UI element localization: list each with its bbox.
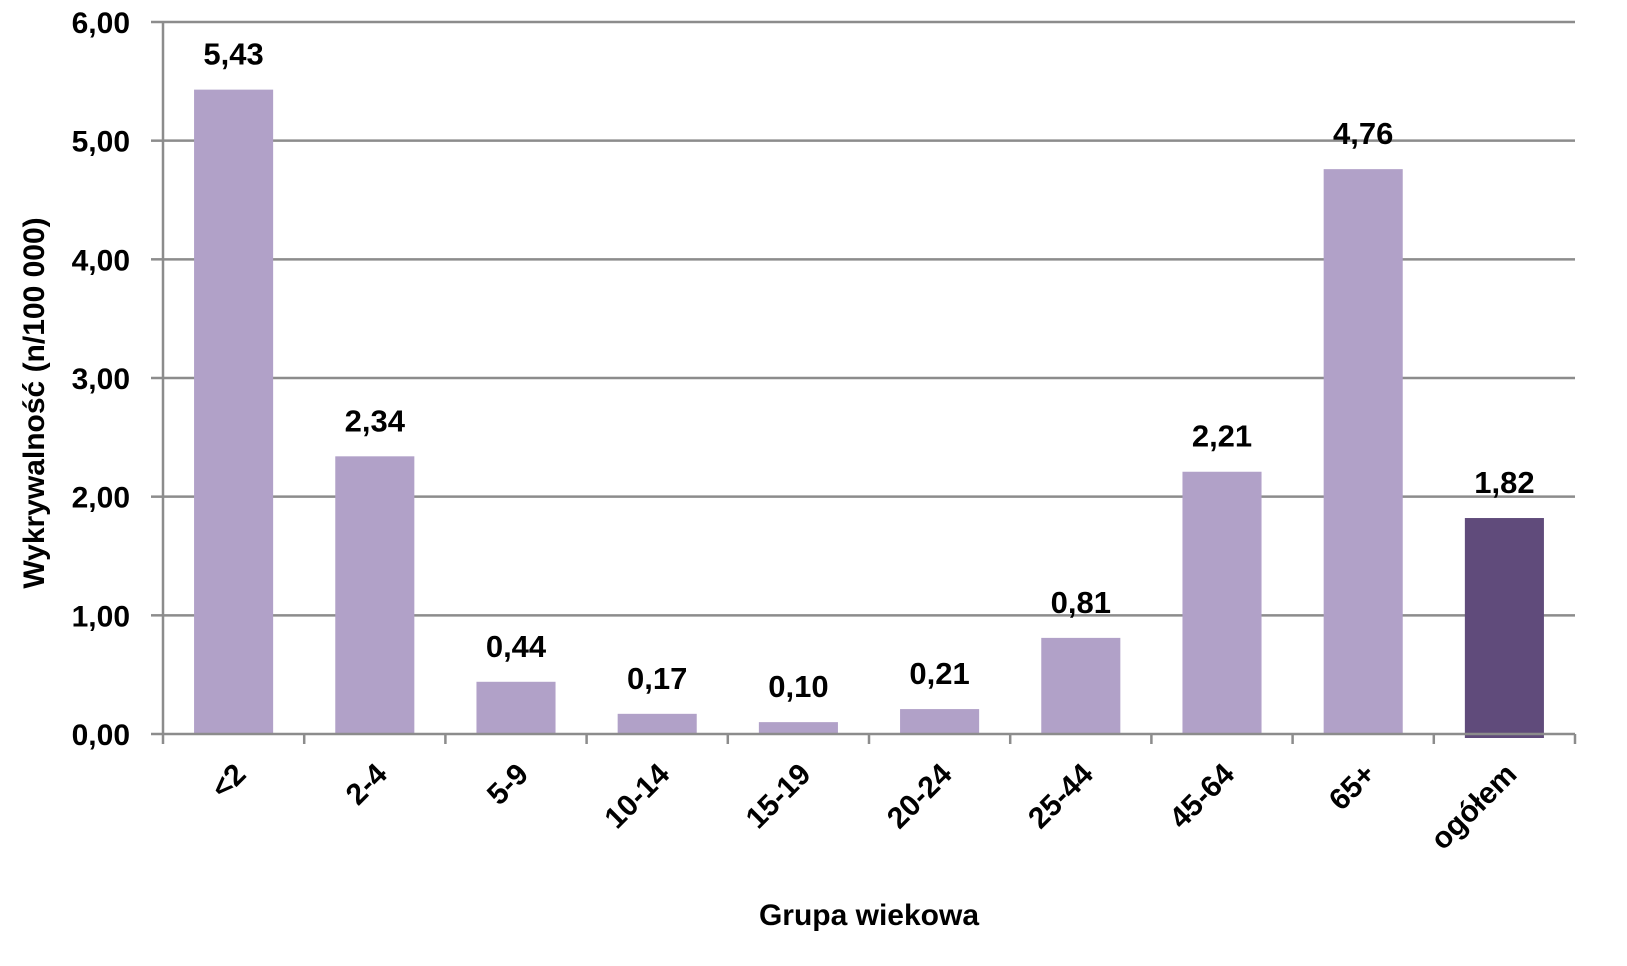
data-label: 0,17 [627, 661, 687, 696]
y-tick-label: 5,00 [72, 126, 130, 159]
bar-8 [1182, 471, 1262, 734]
x-tick-label: 2-4 [340, 757, 394, 811]
y-tick-label: 2,00 [72, 482, 130, 515]
bar-2 [335, 456, 415, 734]
x-tick-label: 65+ [1323, 758, 1382, 817]
x-tick-label: ogółem [1425, 758, 1524, 857]
y-axis-title: Wykrywalność (n/100 000) [18, 217, 51, 588]
data-label: 0,44 [486, 629, 547, 664]
x-tick-label: 45-64 [1163, 757, 1241, 835]
bar-9 [1323, 169, 1403, 734]
y-tick-label: 1,00 [72, 600, 130, 633]
data-label: 0,81 [1051, 585, 1111, 620]
y-tick-label: 3,00 [72, 363, 130, 396]
data-label: 5,43 [203, 37, 263, 72]
data-label: 2,21 [1192, 419, 1252, 454]
data-label: 0,10 [768, 669, 828, 704]
x-tick-label: <2 [205, 758, 253, 806]
x-tick-label: 20-24 [881, 757, 959, 835]
data-label: 4,76 [1333, 116, 1393, 151]
y-tick-label: 4,00 [72, 244, 130, 277]
bar-5 [758, 722, 838, 734]
bar-4 [617, 713, 697, 734]
data-labels: 5,43 2,34 0,44 0,17 0,10 0,21 0,81 2,21 4,76 1,82 [203, 37, 1534, 704]
y-tick-label: 0,00 [72, 719, 130, 752]
x-tick-label: 10-14 [599, 757, 677, 835]
bar-10 [1464, 518, 1544, 738]
x-axis-title: Grupa wiekowa [759, 899, 979, 932]
data-label: 0,21 [909, 656, 969, 691]
bar-1 [194, 89, 274, 734]
bar-7 [1041, 637, 1121, 734]
bar-6 [900, 709, 980, 734]
x-tick-label: 15-19 [740, 758, 818, 836]
x-tick-label: 5-9 [481, 758, 535, 812]
x-tick-label: 25-44 [1022, 757, 1100, 835]
y-tick-label: 6,00 [72, 7, 130, 40]
data-label: 2,34 [345, 403, 406, 438]
bars [194, 89, 1544, 738]
data-label: 1,82 [1474, 465, 1534, 500]
bar-3 [476, 681, 556, 734]
